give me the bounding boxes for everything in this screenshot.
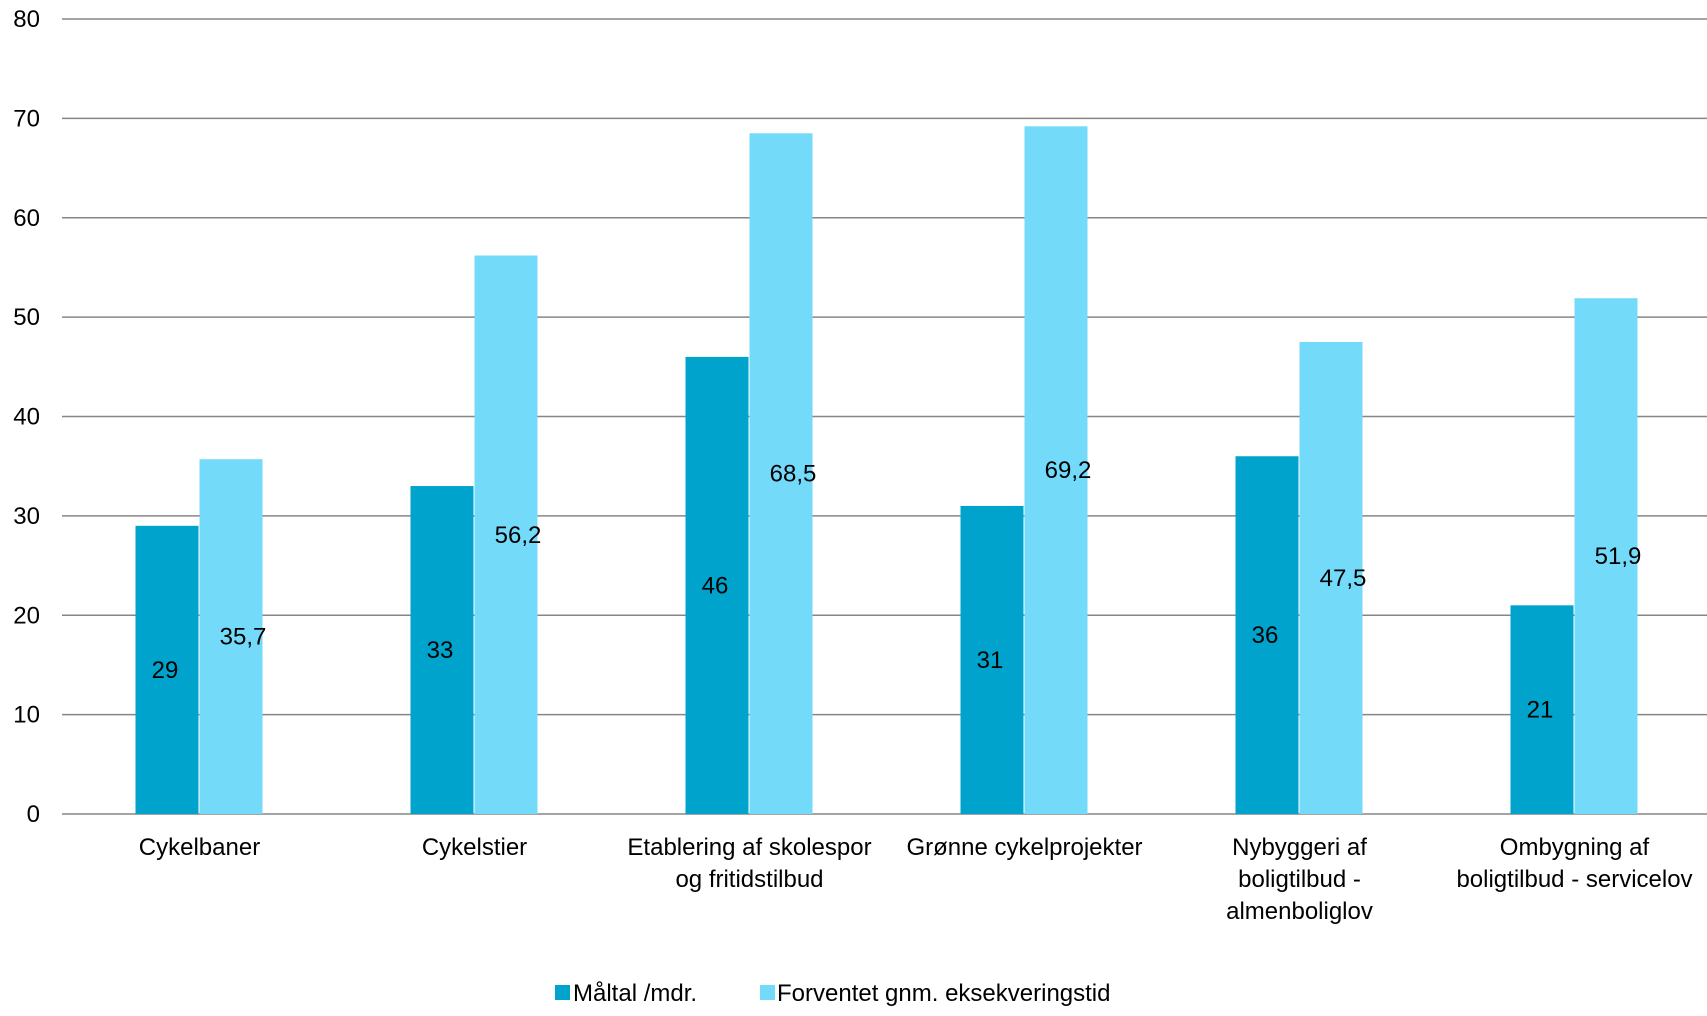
y-tick-label: 60 [13, 205, 40, 232]
legend-swatch-maaltal [555, 985, 570, 1000]
bar-maaltal-3 [960, 505, 1024, 814]
x-tick-label: Grønne cykelprojekter [906, 834, 1142, 861]
y-tick-label: 40 [13, 404, 40, 431]
data-label: 51,9 [1595, 543, 1642, 570]
bar-forventet-1 [474, 255, 538, 814]
x-tick-line: boligtilbud - servicelov [1456, 866, 1692, 893]
bar-maaltal-0 [135, 525, 199, 814]
x-tick-line: Nybyggeri af [1232, 834, 1367, 861]
x-tick-line: almenboliglov [1226, 898, 1373, 925]
legend-label-maaltal: Måltal /mdr. [573, 980, 697, 1007]
data-label: 21 [1527, 697, 1554, 724]
y-tick-label: 30 [13, 503, 40, 530]
x-tick-label: Etablering af skolespor og fritidstilbud [627, 834, 871, 893]
x-tick-line: boligtilbud - [1238, 866, 1361, 893]
x-tick-line: Ombygning af [1500, 834, 1650, 861]
data-label: 36 [1252, 622, 1279, 649]
bar-forventet-0 [199, 459, 263, 814]
data-label: 33 [427, 637, 454, 664]
bar-maaltal-5 [1510, 605, 1574, 814]
data-labels: 29 35,7 33 56,2 46 68,5 31 69,2 36 47,5 21 51,9 [152, 457, 1642, 723]
x-tick-label: Ombygning af boligtilbud - servicelov [1456, 834, 1692, 893]
x-tick-label: Cykelbaner [139, 834, 260, 861]
y-tick-label: 10 [13, 702, 40, 729]
bar-forventet-3 [1024, 126, 1088, 814]
bar-forventet-4 [1299, 341, 1363, 814]
x-tick-label: Nybyggeri af boligtilbud - almenboliglov [1226, 834, 1373, 925]
bar-maaltal-2 [685, 356, 749, 814]
x-axis-ticks: Cykelbaner Cykelstier Etablering af skoles… [139, 834, 1693, 925]
bar-maaltal-4 [1235, 456, 1299, 814]
legend-label-forventet: Forventet gnm. eksekveringstid [777, 980, 1110, 1007]
data-label: 47,5 [1320, 565, 1367, 592]
data-label: 31 [977, 647, 1004, 674]
bar-forventet-5 [1574, 298, 1638, 814]
legend-swatch-forventet [760, 985, 775, 1000]
y-tick-label: 0 [27, 801, 40, 828]
x-tick-line: Etablering af skolespor [627, 834, 871, 861]
data-label: 69,2 [1045, 457, 1092, 484]
x-tick-label: Cykelstier [422, 834, 527, 861]
y-tick-label: 80 [13, 6, 40, 33]
data-label: 68,5 [770, 461, 817, 488]
x-tick-line: Cykelstier [422, 834, 527, 861]
y-tick-label: 50 [13, 304, 40, 331]
bar-maaltal-1 [410, 486, 474, 814]
x-tick-line: og fritidstilbud [675, 866, 823, 893]
y-tick-label: 70 [13, 105, 40, 132]
gridlines [62, 18, 1707, 815]
bar-forventet-2 [749, 133, 813, 814]
data-label: 56,2 [495, 522, 542, 549]
data-label: 46 [702, 572, 729, 599]
y-tick-label: 20 [13, 602, 40, 629]
x-tick-line: Grønne cykelprojekter [906, 834, 1142, 861]
y-axis-ticks: 0 10 20 30 40 50 60 70 80 [13, 6, 40, 828]
data-label: 35,7 [220, 624, 267, 651]
legend: Måltal /mdr. Forventet gnm. eksekveringst… [555, 980, 1110, 1007]
x-tick-line: Cykelbaner [139, 834, 260, 861]
bars [135, 126, 1638, 814]
data-label: 29 [152, 657, 179, 684]
